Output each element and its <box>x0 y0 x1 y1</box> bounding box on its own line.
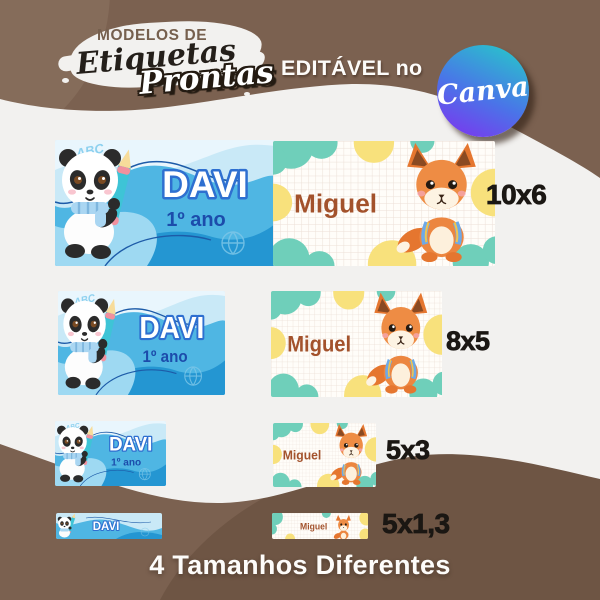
size-caption-5x3: 5x3 <box>386 435 431 465</box>
bottom-hill-shape <box>160 453 600 600</box>
fox-label-10x6 <box>273 141 495 266</box>
canva-logo: Canva <box>435 45 531 137</box>
footer-caption: 4 Tamanhos Diferentes <box>149 550 451 580</box>
brush-speck <box>244 92 250 96</box>
fox-label-5x3 <box>273 423 376 487</box>
size-caption-5x1-3: 5x1,3 <box>382 508 451 539</box>
panda-label-10x6 <box>55 140 275 266</box>
panda-label-5x3 <box>55 421 166 486</box>
brush-speck <box>62 78 69 83</box>
size-caption-10x6: 10x6 <box>486 179 548 210</box>
badge-kicker: MODELOS DE <box>97 27 208 44</box>
brush-speck <box>250 40 258 45</box>
panda-label-8x5 <box>58 291 225 395</box>
editable-text: EDITÁVEL no <box>281 56 423 80</box>
fox-label-5x1-3 <box>272 513 368 539</box>
size-caption-8x5: 8x5 <box>446 326 491 356</box>
panda-label-5x1-3 <box>56 513 162 539</box>
fox-label-8x5 <box>271 291 442 397</box>
canva-wordmark: Canva <box>435 70 531 112</box>
